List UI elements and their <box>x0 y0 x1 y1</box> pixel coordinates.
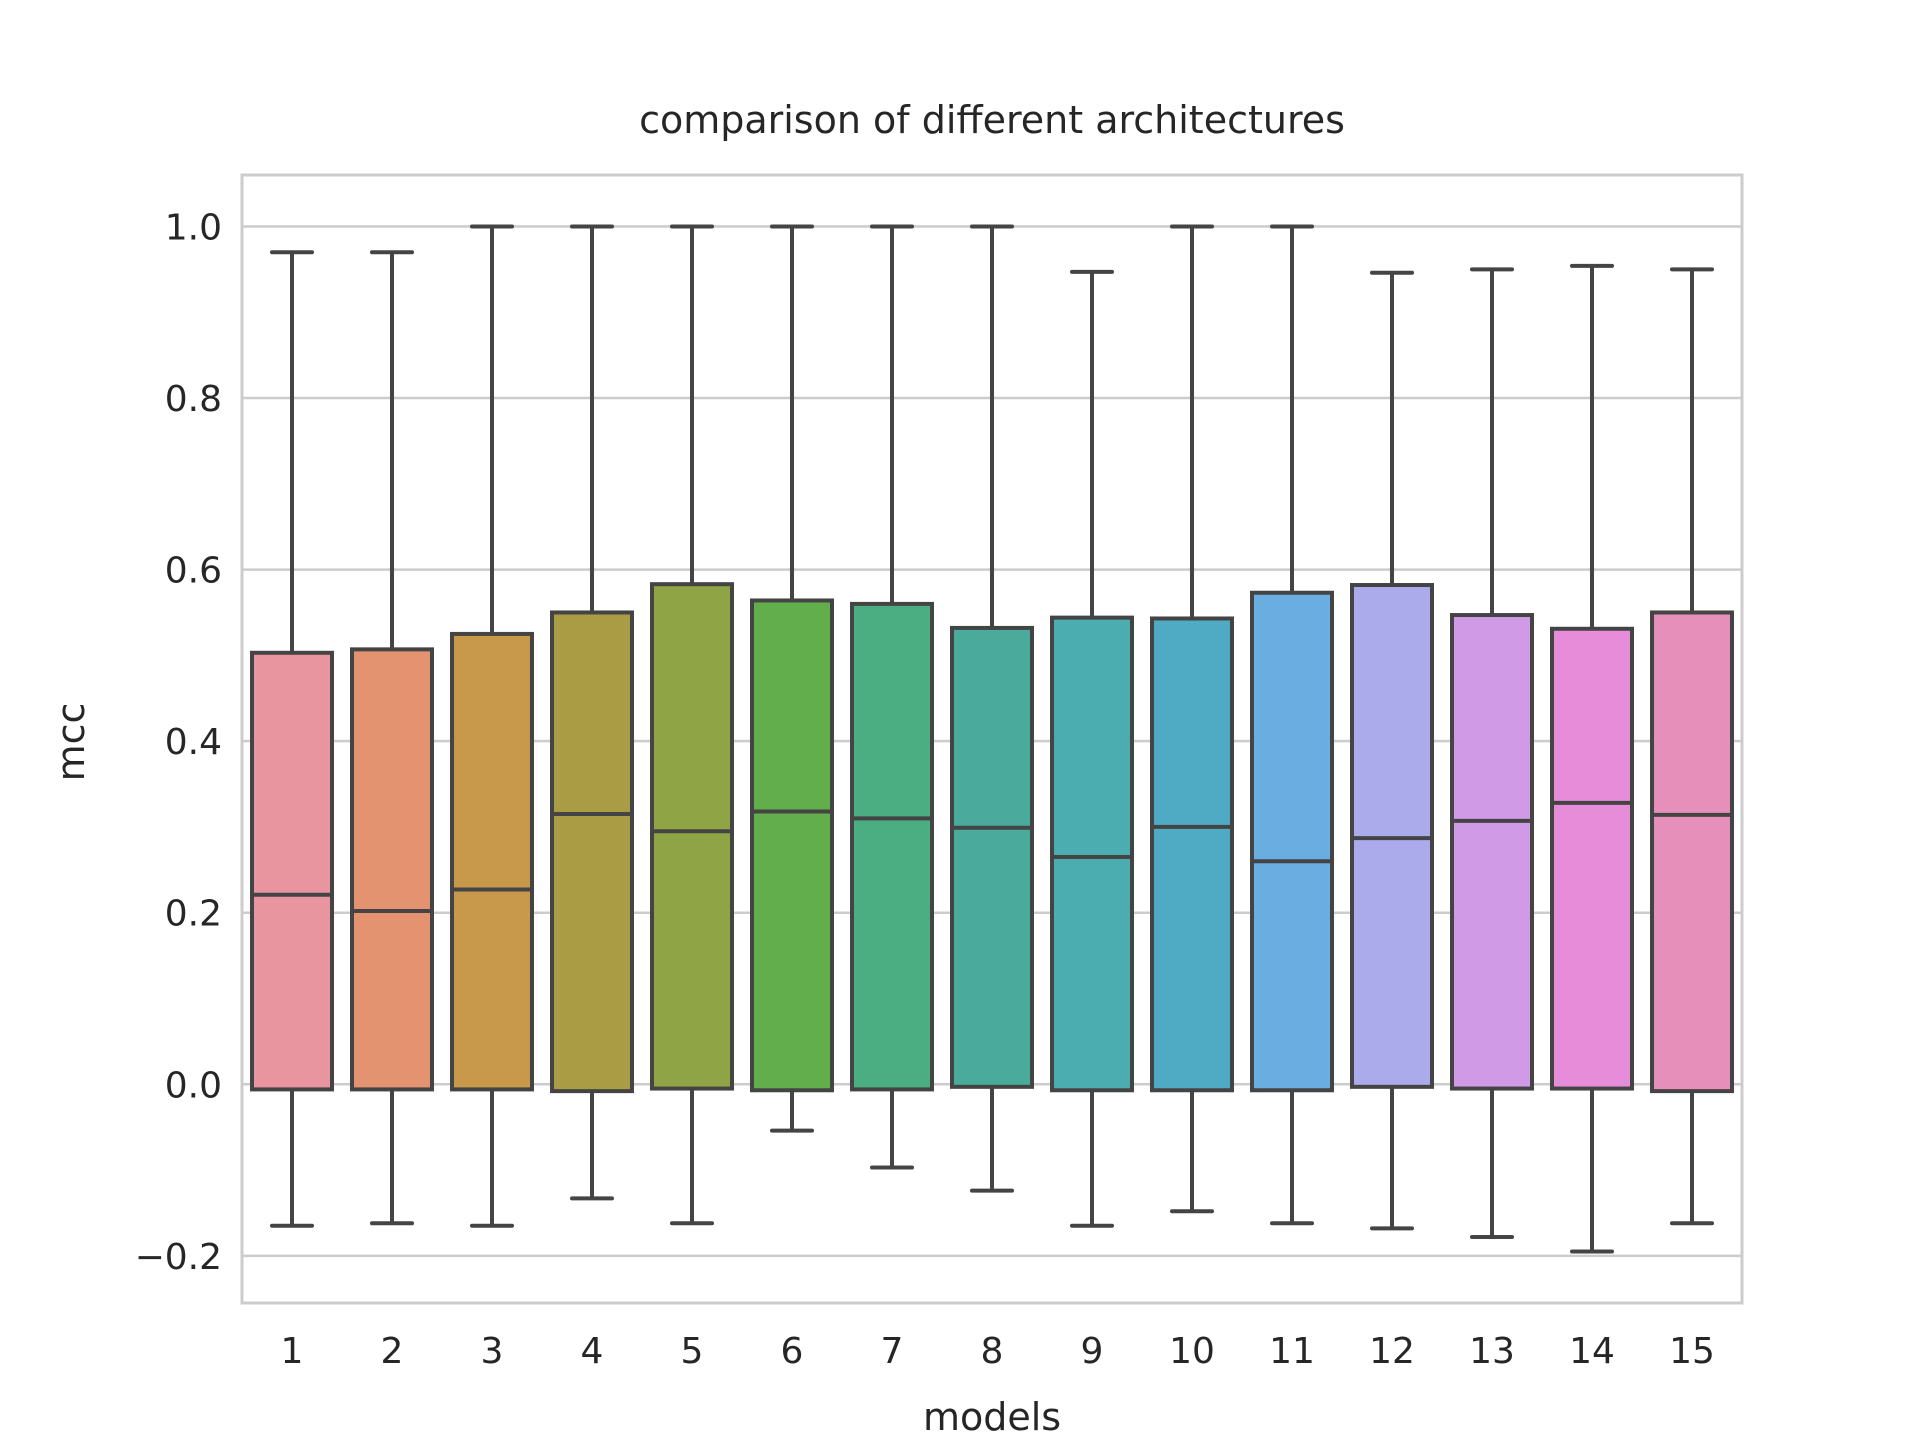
x-tick-label: 10 <box>1169 1331 1215 1372</box>
box-group-7 <box>850 224 934 1170</box>
box-group-5 <box>650 224 734 1226</box>
box-body <box>350 647 434 1092</box>
chart-title: comparison of different architectures <box>639 98 1345 142</box>
box-body <box>1450 613 1534 1091</box>
box-group-8 <box>950 224 1034 1193</box>
box-body <box>750 598 834 1093</box>
y-axis-label: mcc <box>49 703 93 782</box>
y-tick-label: 0.6 <box>165 551 222 592</box>
x-tick-label: 3 <box>481 1331 504 1372</box>
box-group-3 <box>450 224 534 1228</box>
box-body <box>1650 610 1734 1094</box>
x-tick-label: 1 <box>281 1331 304 1372</box>
x-tick-label: 2 <box>381 1331 404 1372</box>
y-tick-label: 0.0 <box>165 1065 222 1106</box>
x-tick-label: 5 <box>681 1331 704 1372</box>
box-body <box>1550 626 1634 1091</box>
box-body <box>1250 590 1334 1093</box>
box-body <box>250 650 334 1092</box>
x-tick-label: 4 <box>581 1331 604 1372</box>
box-group-10 <box>1150 224 1234 1214</box>
box-layer <box>250 224 1734 1254</box>
x-tick-label: 11 <box>1269 1331 1315 1372</box>
box-group-11 <box>1250 224 1334 1226</box>
x-tick-label: 7 <box>881 1331 904 1372</box>
box-group-12 <box>1350 270 1434 1231</box>
y-tick-label: −0.2 <box>135 1237 222 1278</box>
box-group-9 <box>1050 269 1134 1228</box>
x-tick-label: 8 <box>981 1331 1004 1372</box>
box-group-4 <box>550 224 634 1201</box>
box-group-13 <box>1450 267 1534 1239</box>
y-tick-label: 0.2 <box>165 894 222 935</box>
box-body <box>1150 616 1234 1093</box>
box-body <box>450 631 534 1092</box>
plot-frame <box>240 173 1744 1305</box>
y-tick-label: 0.8 <box>165 379 222 420</box>
x-tick-label: 14 <box>1569 1331 1615 1372</box>
y-tick-label: 0.4 <box>165 722 222 763</box>
box-group-6 <box>750 224 834 1133</box>
box-body <box>1050 615 1134 1093</box>
x-tick-label: 15 <box>1669 1331 1715 1372</box>
y-tick-labels: −0.2 0.0 0.2 0.4 0.6 0.8 1.0 <box>135 207 222 1277</box>
box-body <box>850 601 934 1092</box>
box-body <box>650 582 734 1091</box>
x-tick-labels: 1 2 3 4 5 6 7 8 9 10 11 12 13 14 15 <box>281 1331 1715 1372</box>
box-group-2 <box>350 250 434 1226</box>
box-group-15 <box>1650 267 1734 1226</box>
x-tick-label: 12 <box>1369 1331 1415 1372</box>
box-group-14 <box>1550 263 1634 1254</box>
box-group-1 <box>250 250 334 1228</box>
x-tick-label: 9 <box>1081 1331 1104 1372</box>
box-body <box>950 625 1034 1089</box>
box-body <box>1350 583 1434 1089</box>
y-tick-label: 1.0 <box>165 207 222 248</box>
box-body <box>550 610 634 1094</box>
x-axis-label: models <box>923 1395 1061 1439</box>
x-tick-label: 6 <box>781 1331 804 1372</box>
x-tick-label: 13 <box>1469 1331 1515 1372</box>
